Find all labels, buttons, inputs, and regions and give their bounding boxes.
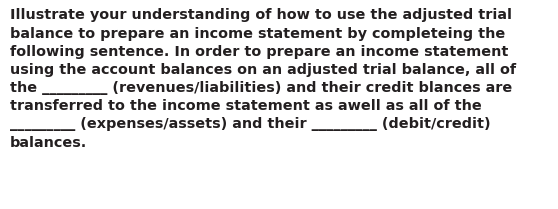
Text: Illustrate your understanding of how to use the adjusted trial
balance to prepar: Illustrate your understanding of how to … [10,8,516,150]
